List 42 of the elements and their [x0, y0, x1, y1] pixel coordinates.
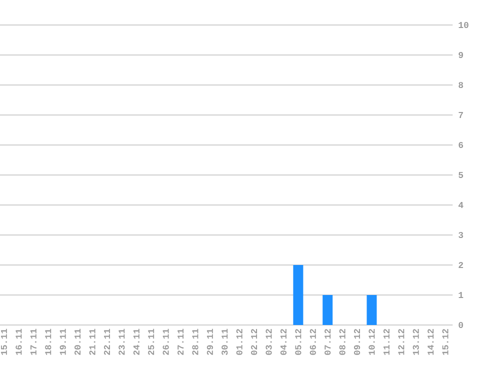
- x-tick-label: 21.11: [89, 328, 96, 355]
- x-tick-label: 20.11: [74, 328, 81, 355]
- x-tick-label: 02.12: [251, 329, 258, 355]
- y-tick-label: 7: [458, 112, 463, 118]
- x-tick-label: 29.11: [206, 328, 213, 355]
- y-tick-label: 9: [458, 52, 464, 58]
- y-tick-label: 2: [458, 262, 464, 268]
- x-tick-label: 07.12: [324, 329, 331, 355]
- x-tick-label: 06.12: [310, 329, 316, 355]
- x-tick-label: 25.11: [148, 328, 154, 355]
- y-tick-label: 10: [458, 22, 468, 28]
- x-tick-label: 03.12: [266, 329, 272, 355]
- y-tick-label: 6: [458, 142, 464, 148]
- x-tick-label: 27.11: [178, 328, 184, 355]
- y-tick-label: 1: [458, 292, 464, 298]
- x-tick-label: 28.11: [192, 328, 198, 355]
- x-tick-label: 10.12: [368, 329, 375, 355]
- x-tick-label: 17.11: [30, 328, 36, 355]
- x-tick-label: 12.12: [398, 329, 404, 355]
- y-tick-label: 8: [458, 82, 464, 88]
- y-tick-label: 4: [458, 202, 464, 208]
- x-tick-label: 13.12: [412, 329, 419, 355]
- x-tick-label: 19.11: [60, 328, 66, 355]
- y-tick-label: 3: [458, 232, 464, 238]
- x-tick-label: 15.11: [1, 328, 8, 355]
- x-tick-label: 15.12: [442, 329, 448, 355]
- y-tick-label: 5: [458, 172, 464, 178]
- x-tick-label: 01.12: [236, 329, 242, 355]
- x-tick-label: 23.11: [118, 328, 125, 355]
- x-tick-label: 24.11: [133, 328, 140, 355]
- x-tick-label: 18.11: [45, 328, 52, 355]
- x-tick-label: 09.12: [354, 329, 360, 355]
- x-tick-label: 04.12: [280, 329, 287, 355]
- y-tick-label: 0: [458, 322, 464, 328]
- x-tick-label: 26.11: [162, 328, 169, 355]
- x-tick-label: 30.11: [222, 328, 228, 356]
- x-tick-label: 11.12: [383, 329, 390, 355]
- x-tick-label: 22.11: [104, 328, 110, 355]
- x-tick-label: 14.12: [428, 329, 434, 355]
- x-tick-label: 08.12: [339, 329, 346, 355]
- x-tick-label: 16.11: [16, 328, 22, 355]
- x-tick-label: 05.12: [295, 329, 302, 355]
